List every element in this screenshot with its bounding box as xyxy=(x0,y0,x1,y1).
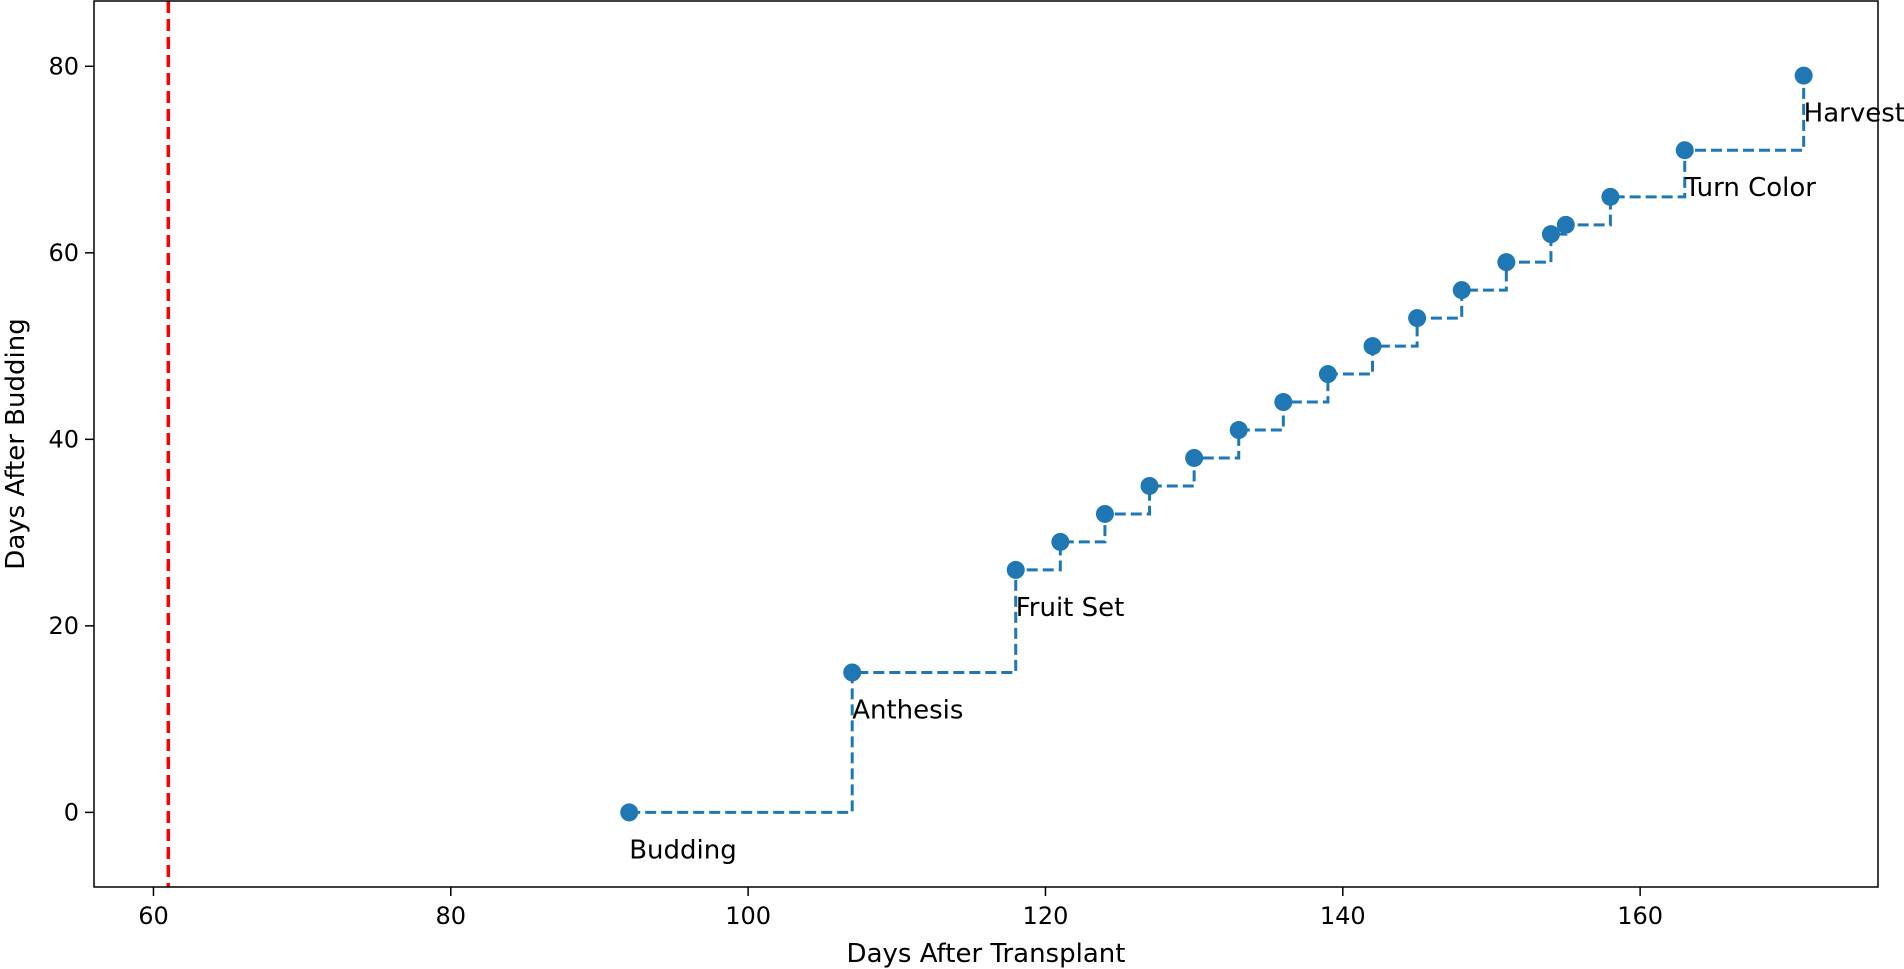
data-point xyxy=(1794,66,1813,85)
y-tick-label: 0 xyxy=(64,798,79,826)
data-point xyxy=(1497,253,1516,272)
y-axis-label: Days After Budding xyxy=(1,318,31,569)
y-tick-label: 80 xyxy=(48,52,79,80)
y-tick-label: 40 xyxy=(48,425,79,453)
x-tick-label: 100 xyxy=(725,902,771,930)
x-tick-label: 120 xyxy=(1023,902,1069,930)
x-axis-label: Days After Transplant xyxy=(847,939,1126,969)
x-tick-label: 140 xyxy=(1320,902,1366,930)
data-point xyxy=(1556,215,1575,234)
data-point xyxy=(1140,476,1159,495)
x-tick-label: 80 xyxy=(436,902,467,930)
data-point xyxy=(620,803,639,822)
x-tick-label: 160 xyxy=(1617,902,1663,930)
series-line xyxy=(629,75,1806,814)
data-point xyxy=(1541,225,1560,244)
y-tick-label: 60 xyxy=(48,239,79,267)
data-point xyxy=(1675,141,1694,160)
annotation-label: Turn Color xyxy=(1684,173,1817,203)
data-point xyxy=(1185,448,1204,467)
annotation-label: Budding xyxy=(629,835,737,865)
x-tick-label: 60 xyxy=(138,902,169,930)
annotation-label: Anthesis xyxy=(852,695,963,725)
annotation-label: Harvest xyxy=(1804,99,1904,129)
data-point xyxy=(1363,337,1382,356)
data-point xyxy=(1229,421,1248,440)
data-point xyxy=(1408,309,1427,328)
data-point xyxy=(1452,281,1471,300)
data-point xyxy=(1095,504,1114,523)
data-point xyxy=(1274,393,1293,412)
data-point xyxy=(1601,187,1620,206)
y-tick-label: 20 xyxy=(48,612,79,640)
annotation-label: Fruit Set xyxy=(1016,593,1125,623)
data-point xyxy=(1318,365,1337,384)
data-point xyxy=(1006,560,1025,579)
plot-frame xyxy=(93,0,1879,888)
data-point xyxy=(1051,532,1070,551)
data-point xyxy=(843,663,862,682)
